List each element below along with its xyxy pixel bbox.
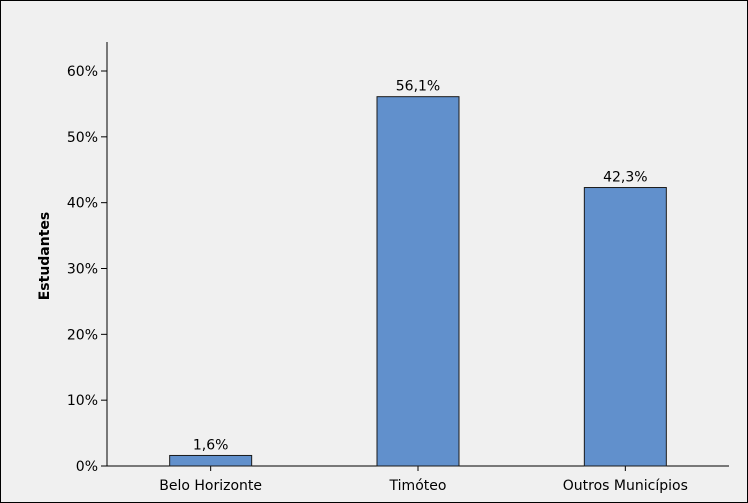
y-tick-label: 20% — [67, 327, 98, 343]
labels: 1,6% Belo Horizonte 56,1% Timóteo 42,3% Outro… — [159, 79, 688, 494]
data-label: 42,3% — [603, 170, 647, 186]
y-tick-label: 60% — [67, 64, 98, 80]
y-tick-label: 0% — [76, 459, 98, 475]
y-tick-label: 30% — [67, 262, 98, 278]
data-label: 1,6% — [193, 437, 229, 453]
bar — [583, 187, 667, 467]
data-label: 56,1% — [396, 79, 440, 95]
x-tick-label: Timóteo — [389, 478, 447, 494]
y-axis-title: Estudantes — [37, 212, 53, 301]
bar — [169, 454, 253, 467]
bar — [376, 96, 460, 467]
y-tick-label: 40% — [67, 196, 98, 212]
y-tick-label: 10% — [67, 393, 98, 409]
x-tick-label: Outros Municípios — [563, 478, 688, 494]
y-tick-label: 50% — [67, 130, 98, 146]
x-tick-label: Belo Horizonte — [159, 478, 262, 494]
bars — [169, 96, 667, 467]
